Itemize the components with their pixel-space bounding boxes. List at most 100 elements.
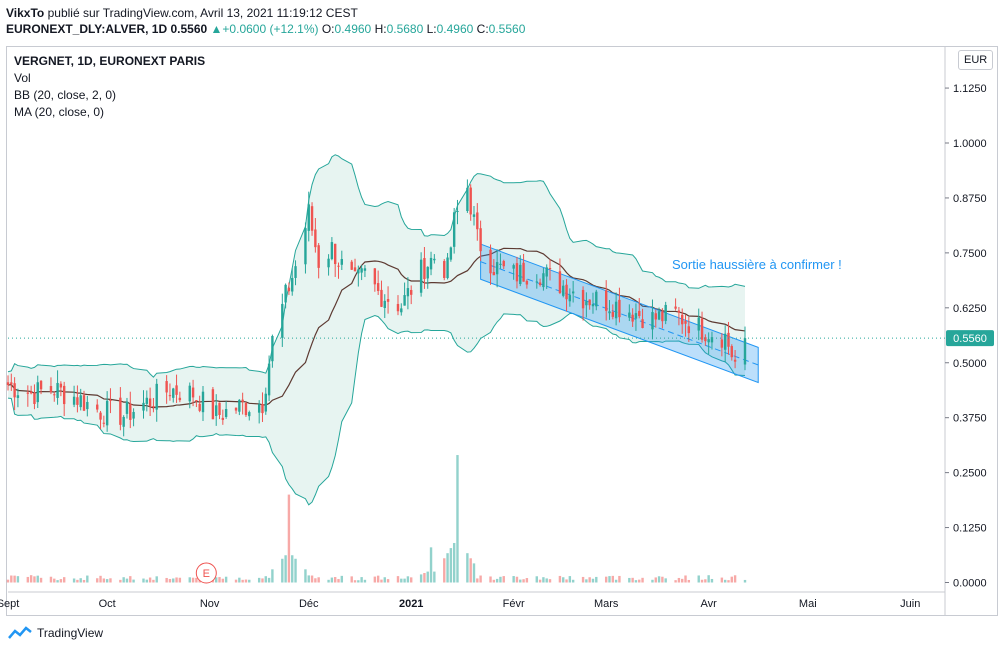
candle-body[interactable] [525,280,529,285]
candle-body[interactable] [79,395,82,408]
legend-bollinger[interactable]: BB (20, close, 2, 0) [14,88,117,102]
candle-body[interactable] [152,406,155,408]
candle-body[interactable] [591,304,595,307]
candle-body[interactable] [165,381,168,393]
candle-body[interactable] [466,187,469,212]
candle-body[interactable] [542,273,545,288]
candle-body[interactable] [631,314,634,322]
candle-body[interactable] [479,228,482,252]
candle-body[interactable] [125,401,129,414]
candle-body[interactable] [49,386,53,393]
candle-body[interactable] [704,337,707,342]
candle-body[interactable] [10,382,13,385]
candle-body[interactable] [674,306,677,309]
candle-body[interactable] [132,411,135,419]
candle-body[interactable] [743,338,747,365]
candle-body[interactable] [122,416,125,427]
candle-body[interactable] [72,396,76,405]
candle-body[interactable] [406,288,410,297]
candle-body[interactable] [697,317,700,331]
candle-body[interactable] [700,318,704,340]
candle-body[interactable] [562,285,565,296]
bollinger-lower-line[interactable] [7,312,746,506]
candle-body[interactable] [284,284,287,303]
candle-body[interactable] [588,299,591,306]
candle-body[interactable] [178,397,182,401]
candle-body[interactable] [429,257,433,270]
last-price-tag[interactable] [946,330,994,347]
candle-body[interactable] [310,206,314,231]
candle-body[interactable] [357,269,360,274]
candle-body[interactable] [727,332,730,347]
candle-body[interactable] [96,404,99,410]
candle-body[interactable] [13,383,16,398]
candle-body[interactable] [657,311,661,320]
candle-body[interactable] [337,265,340,267]
candle-body[interactable] [641,319,644,328]
legend-moving-average[interactable]: MA (20, close, 0) [14,105,105,119]
candle-body[interactable] [628,312,631,318]
candle-body[interactable] [661,311,664,322]
candle-body[interactable] [267,363,271,396]
candle-body[interactable] [535,281,538,283]
candle-body[interactable] [142,402,145,411]
candle-body[interactable] [248,412,251,417]
candle-body[interactable] [608,311,611,314]
candle-body[interactable] [148,398,152,407]
candle-body[interactable] [314,229,317,248]
candle-body[interactable] [350,261,353,270]
candle-body[interactable] [201,391,205,413]
candle-body[interactable] [396,303,400,312]
candle-body[interactable] [558,271,562,293]
candle-body[interactable] [548,268,552,270]
candle-body[interactable] [172,388,175,398]
candle-body[interactable] [495,262,499,275]
candle-body[interactable] [307,204,310,231]
candle-body[interactable] [287,287,291,292]
candle-body[interactable] [168,395,172,397]
candle-body[interactable] [733,359,737,362]
candle-body[interactable] [519,264,522,285]
candle-body[interactable] [595,291,598,307]
candle-body[interactable] [664,304,667,321]
candle-body[interactable] [651,312,654,330]
candle-body[interactable] [6,382,10,385]
candle-body[interactable] [76,397,79,405]
candle-body[interactable] [99,412,102,420]
candle-body[interactable] [723,333,727,350]
candle-body[interactable] [614,301,618,319]
candle-body[interactable] [33,392,36,405]
candle-body[interactable] [363,268,367,271]
candle-body[interactable] [317,245,320,268]
candle-body[interactable] [29,391,33,394]
candle-body[interactable] [634,313,638,319]
candle-body[interactable] [489,249,492,274]
candle-body[interactable] [581,289,585,309]
candle-body[interactable] [82,395,86,411]
candle-body[interactable] [720,339,724,348]
candle-body[interactable] [403,295,406,306]
candle-body[interactable] [565,284,568,300]
candle-body[interactable] [291,277,294,292]
candle-body[interactable] [119,397,122,425]
candle-body[interactable] [155,383,158,410]
candle-body[interactable] [423,258,426,280]
candle-body[interactable] [353,267,357,272]
candle-body[interactable] [238,399,241,412]
candle-body[interactable] [360,268,363,273]
candle-body[interactable] [264,393,267,412]
candle-body[interactable] [333,243,337,265]
candle-body[interactable] [16,395,20,398]
candle-body[interactable] [410,289,413,295]
candle-body[interactable] [638,310,641,317]
candle-body[interactable] [195,400,198,402]
candle-body[interactable] [730,346,733,358]
candle-body[interactable] [109,399,112,401]
annotation-text[interactable]: Sortie haussière à confirmer ! [672,257,842,272]
candle-body[interactable] [618,299,621,318]
candle-body[interactable] [654,313,657,320]
candle-body[interactable] [145,397,149,404]
bollinger-upper-line[interactable] [7,154,746,378]
candle-body[interactable] [426,266,429,279]
candle-body[interactable] [221,417,225,420]
